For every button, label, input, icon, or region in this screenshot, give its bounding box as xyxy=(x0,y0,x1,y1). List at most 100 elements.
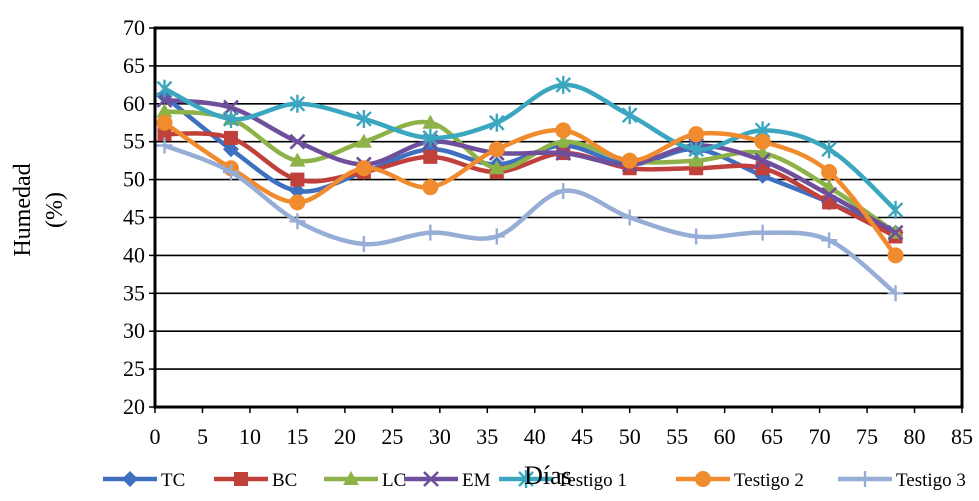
data-point-em-11 xyxy=(887,224,904,241)
series-line-testigo-1 xyxy=(162,82,898,213)
data-point-testigo-2-8 xyxy=(688,126,705,143)
legend-item-testigo-3: Testigo 3 xyxy=(838,470,966,491)
data-point-em-10 xyxy=(821,186,838,203)
data-point-testigo-1-10 xyxy=(821,140,837,159)
y-tick-label-35: 35 xyxy=(123,280,145,305)
x-tick-label-75: 75 xyxy=(856,424,878,449)
series-testigo-3 xyxy=(156,137,904,302)
data-point-testigo-3-0 xyxy=(156,137,173,154)
legend-item-em: EM xyxy=(404,470,491,491)
series-line-em xyxy=(162,97,898,235)
data-point-testigo-1-11 xyxy=(887,200,904,219)
data-point-em-0 xyxy=(156,92,173,108)
legend-item-tc: TC xyxy=(103,470,185,491)
x-tick-labels: 0 5 10 15 20 25 30 35 40 45 50 55 60 65 70 75 80 85 xyxy=(150,407,973,449)
series-em xyxy=(156,92,904,241)
y-tick-label-45: 45 xyxy=(123,205,145,230)
y-tick-label-70: 70 xyxy=(123,15,145,40)
data-point-testigo-1-0 xyxy=(156,79,173,98)
data-point-testigo-3-3 xyxy=(355,236,372,253)
y-tick-label-50: 50 xyxy=(123,167,145,192)
data-point-testigo-3-9 xyxy=(754,224,771,241)
data-point-bc-1 xyxy=(223,130,238,145)
data-point-testigo-2-0 xyxy=(156,114,173,131)
data-point-testigo-3-10 xyxy=(821,232,838,249)
legend-item-testigo-2: Testigo 2 xyxy=(676,470,804,491)
data-point-testigo-3-7 xyxy=(621,209,638,226)
data-point-em-1 xyxy=(223,99,239,116)
legend-swatch-marker-tc xyxy=(122,471,138,487)
data-point-testigo-3-4 xyxy=(422,224,439,241)
y-tick-label-30: 30 xyxy=(123,318,145,343)
legend-swatch-marker-testigo-1 xyxy=(518,470,534,488)
data-point-lc-5 xyxy=(488,160,505,175)
x-tick-label-20: 20 xyxy=(334,424,356,449)
series-line-testigo-3 xyxy=(162,143,898,296)
x-tick-label-80: 80 xyxy=(904,424,926,449)
y-tick-label-65: 65 xyxy=(123,53,145,78)
x-tick-label-10: 10 xyxy=(239,424,261,449)
data-point-bc-2 xyxy=(290,172,305,187)
data-point-testigo-3-8 xyxy=(688,228,705,245)
data-point-lc-4 xyxy=(422,114,439,129)
x-tick-label-35: 35 xyxy=(476,424,498,449)
legend-label-testigo-2: Testigo 2 xyxy=(734,470,804,491)
y-tick-label-55: 55 xyxy=(123,129,145,154)
data-point-lc-8 xyxy=(688,152,705,167)
legend-swatch-marker-em xyxy=(423,471,439,487)
legend-item-lc: LC xyxy=(324,470,406,491)
data-point-testigo-1-7 xyxy=(621,106,638,125)
x-tick-label-55: 55 xyxy=(666,424,688,449)
x-tick-label-40: 40 xyxy=(524,424,546,449)
data-point-testigo-1-6 xyxy=(555,75,572,94)
data-point-testigo-2-9 xyxy=(754,133,771,150)
x-tick-label-15: 15 xyxy=(286,424,308,449)
series-testigo-1 xyxy=(156,75,904,219)
legend-swatch-marker-testigo-2 xyxy=(695,471,711,487)
data-point-testigo-2-6 xyxy=(555,122,572,139)
data-point-testigo-2-7 xyxy=(621,152,638,169)
y-axis-label-line-2: (%) xyxy=(42,192,68,228)
legend-label-em: EM xyxy=(462,470,491,491)
x-tick-label-60: 60 xyxy=(714,424,736,449)
data-point-em-9 xyxy=(754,152,771,169)
y-axis-label-line-1: Humedad xyxy=(10,163,36,256)
series-testigo-2 xyxy=(156,114,904,264)
x-tick-label-70: 70 xyxy=(809,424,831,449)
legend-label-lc: LC xyxy=(382,470,406,491)
data-point-lc-0 xyxy=(156,103,173,118)
x-tick-label-0: 0 xyxy=(150,424,161,449)
legend-swatch-marker-lc xyxy=(343,471,359,485)
x-axis-label: Días xyxy=(524,461,572,490)
legend-label-tc: TC xyxy=(161,470,185,491)
data-point-testigo-1-1 xyxy=(223,109,239,128)
x-tick-label-85: 85 xyxy=(951,424,973,449)
legend: TC BC LC EM Testigo 1 Testigo 2 Testigo 3 xyxy=(103,470,966,491)
data-point-testigo-2-5 xyxy=(488,141,505,158)
legend-label-bc: BC xyxy=(272,470,297,491)
series-layer xyxy=(156,75,904,302)
data-point-testigo-1-8 xyxy=(688,140,705,159)
data-point-lc-6 xyxy=(555,133,572,148)
data-point-testigo-1-5 xyxy=(488,113,505,132)
x-tick-label-50: 50 xyxy=(619,424,641,449)
data-point-testigo-1-3 xyxy=(356,109,372,128)
data-point-tc-2 xyxy=(289,182,306,199)
x-tick-label-25: 25 xyxy=(381,424,403,449)
legend-swatch-marker-testigo-3 xyxy=(857,471,873,487)
data-point-testigo-2-3 xyxy=(355,160,372,177)
y-tick-label-60: 60 xyxy=(123,91,145,116)
data-point-testigo-1-2 xyxy=(289,94,306,113)
legend-swatch-marker-bc xyxy=(234,472,248,486)
data-point-testigo-3-11 xyxy=(887,285,904,302)
data-point-em-6 xyxy=(555,145,572,161)
data-point-em-2 xyxy=(289,133,306,150)
data-point-bc-0 xyxy=(157,127,172,142)
data-point-tc-1 xyxy=(222,141,239,158)
legend-label-testigo-1: Testigo 1 xyxy=(557,470,627,491)
y-tick-labels: 20 25 30 35 40 45 50 55 60 65 70 xyxy=(123,15,155,419)
data-point-testigo-1-4 xyxy=(422,128,439,147)
data-point-testigo-3-6 xyxy=(555,182,572,199)
